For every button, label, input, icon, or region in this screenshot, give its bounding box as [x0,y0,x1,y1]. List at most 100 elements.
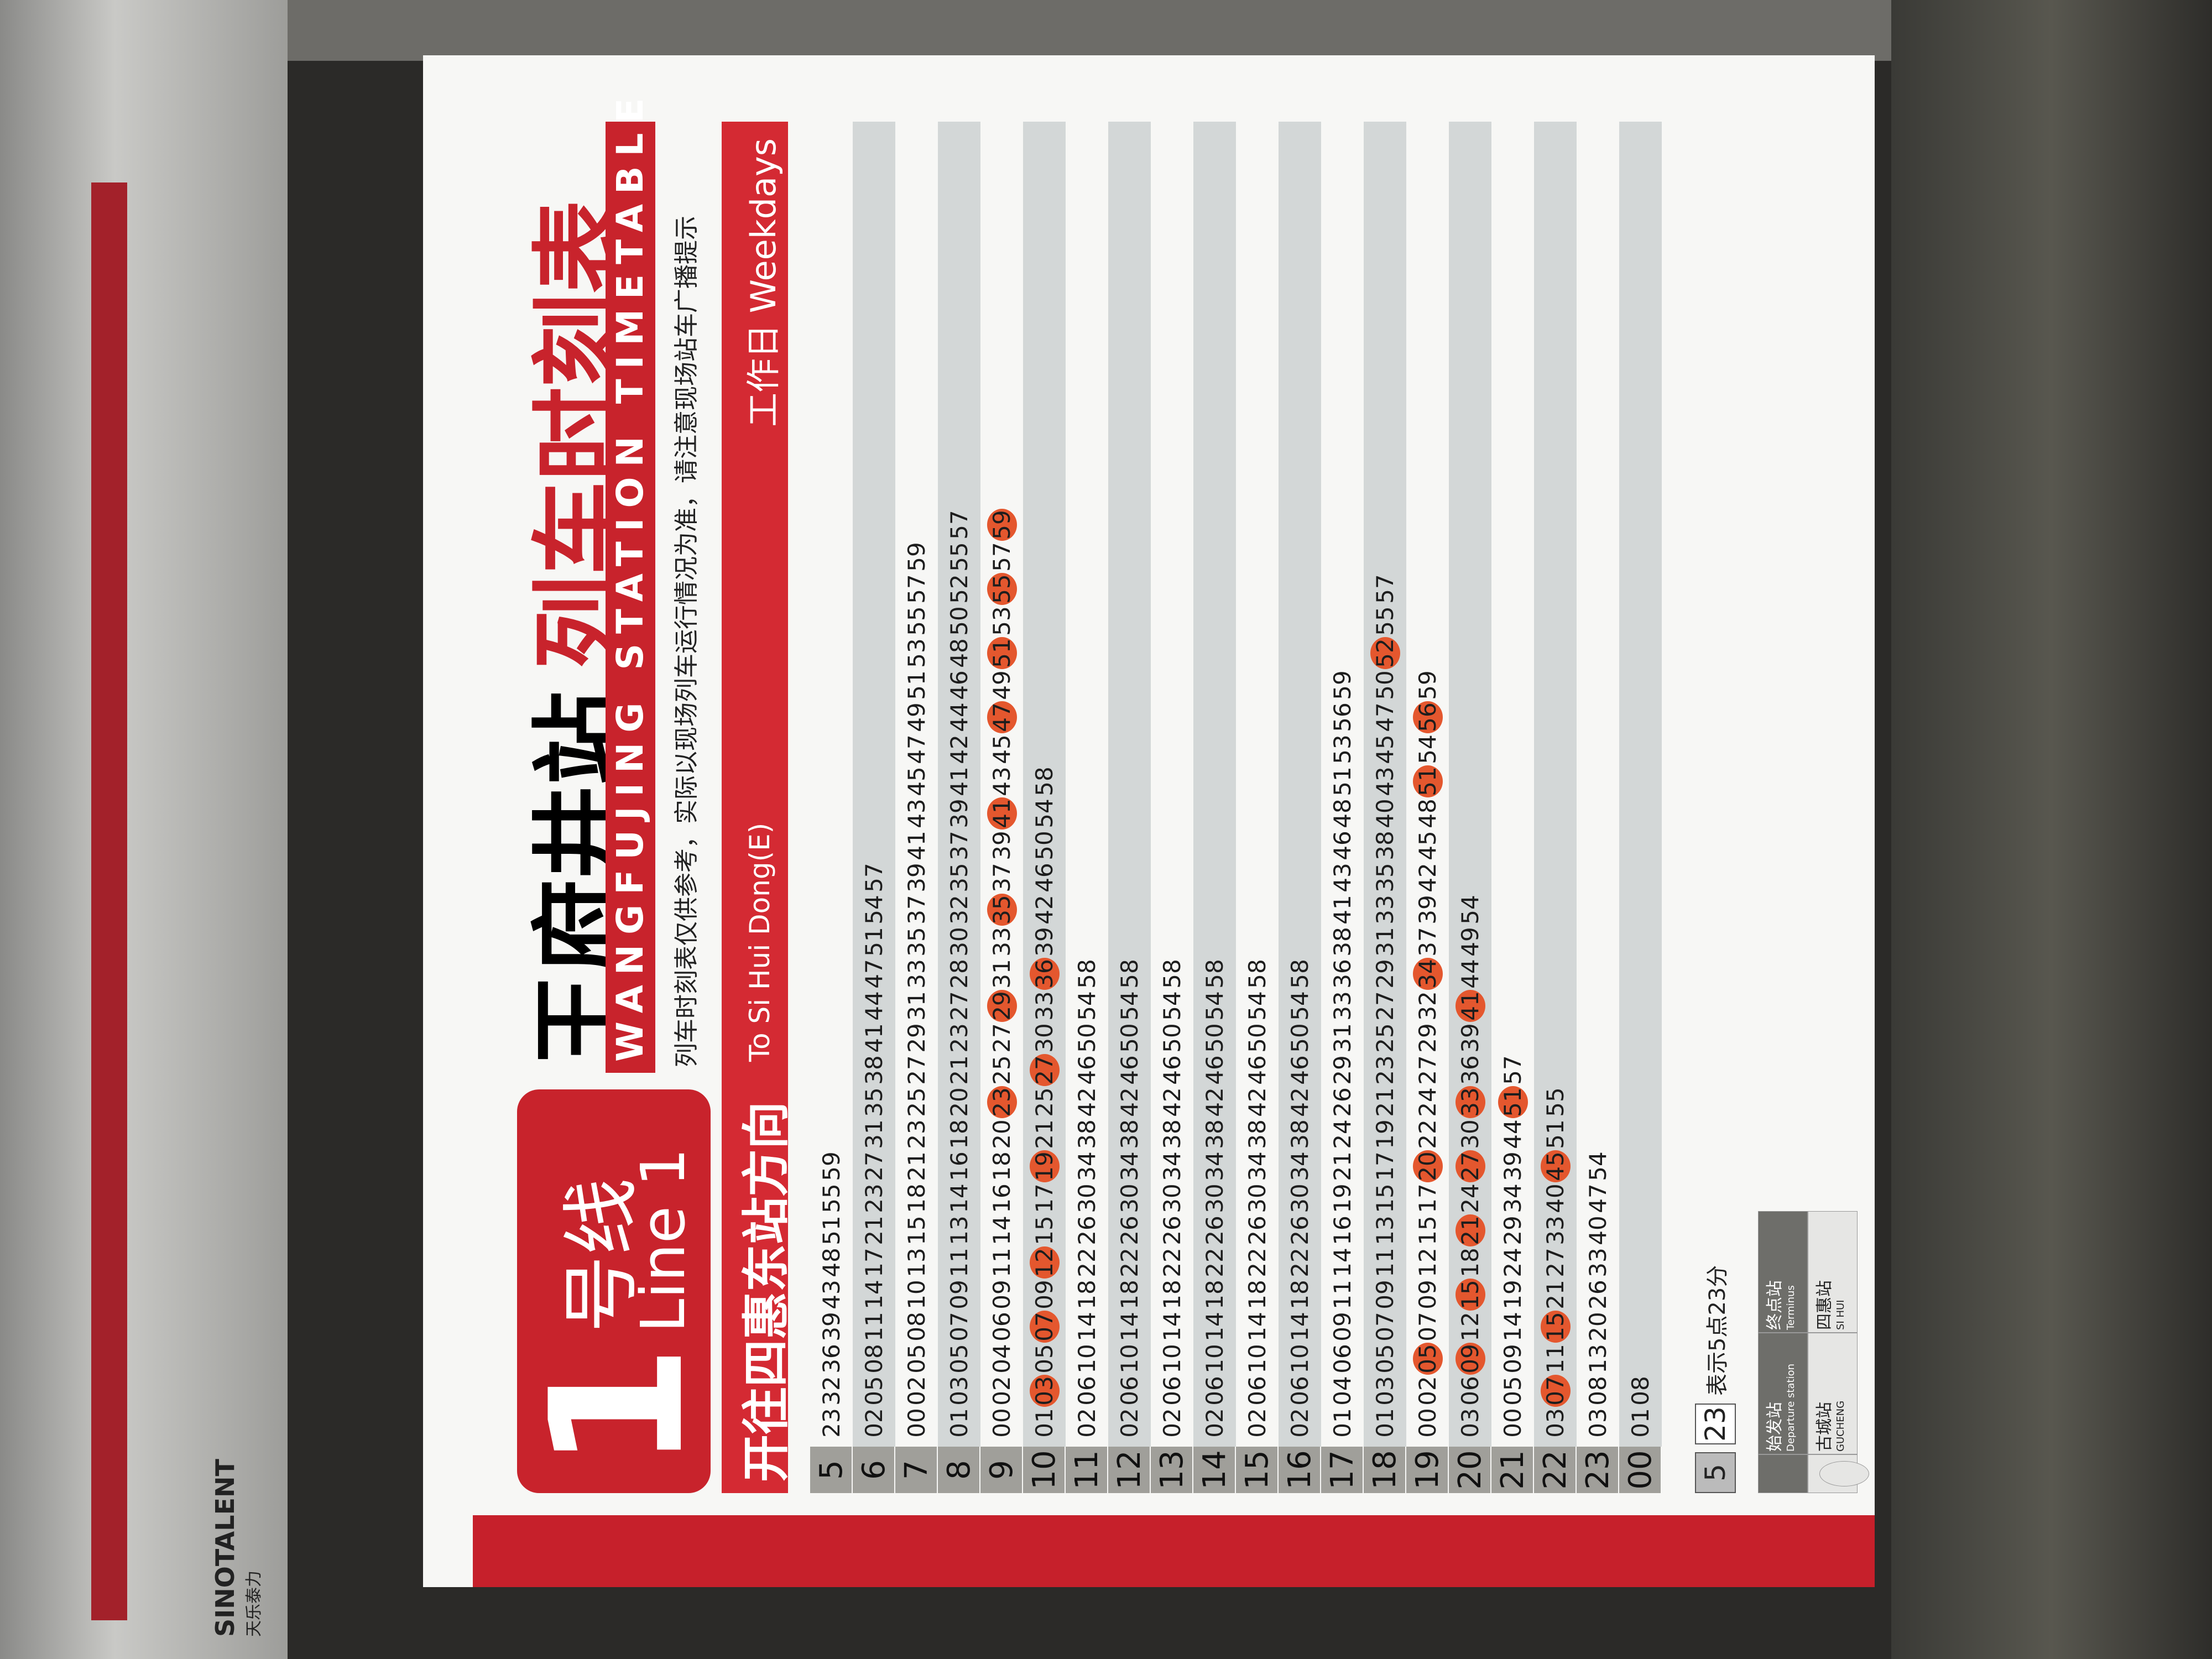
minute: 27 [945,991,973,1021]
minute: 14 [945,1183,973,1213]
minute: 55 [1371,606,1399,636]
minute: 14 [1073,1312,1100,1342]
minute: 21 [1328,1151,1356,1181]
minute: 46 [1328,831,1356,860]
minute: 26 [1115,1215,1143,1245]
hour-cell: 12 [1108,1447,1151,1493]
legend-example: 5 23 表示5点23分 [1695,1211,1736,1493]
minute: 23 [945,1023,973,1053]
hour-cell: 9 [980,1447,1023,1493]
minute: 51 [1328,766,1356,796]
minute: 46 [1115,1055,1143,1085]
minute: 18 [1201,1280,1228,1310]
minutes: 02 06 10 14 18 22 26 30 34 38 42 46 50 54 58 [1072,958,1102,1447]
minute: 09 [1371,1280,1399,1310]
minute: 02 [1115,1408,1143,1438]
minute: 22 [1073,1248,1100,1277]
minute-marked: 35 [987,894,1017,926]
marker-dot [1819,1461,1869,1486]
minute: 09 [1499,1344,1526,1374]
timetable-row: 7 00 02 05 08 10 13 15 18 21 23 25 27 29 31 33 35 37 39 41 4… [895,122,938,1493]
minute: 54 [1286,991,1313,1021]
minute: 02 [860,1408,888,1438]
line-badge: 1 号线 Line 1 [512,1089,724,1493]
minute-marked: 47 [987,701,1017,733]
minute: 30 [1456,1119,1484,1149]
minute: 32 [945,895,973,925]
minute: 09 [1328,1312,1356,1342]
minute-marked: 03 [1029,1375,1060,1407]
minute: 57 [902,574,930,604]
minute: 14 [1243,1312,1271,1342]
minute: 13 [1584,1344,1611,1374]
minute: 04 [988,1344,1015,1374]
minute: 01 [1371,1408,1399,1438]
minute: 15 [1371,1183,1399,1213]
minute: 10 [902,1280,930,1310]
minute: 38 [860,1055,888,1085]
minute: 27 [902,1055,930,1085]
minute: 59 [902,542,930,572]
minutes: 02 05 08 11 14 17 21 23 27 31 35 38 41 44 47 51 54 57 [859,862,889,1447]
origin-en: GUCHENG [1835,1400,1846,1452]
minute: 54 [1158,991,1186,1021]
minute: 34 [1115,1151,1143,1181]
minute: 48 [817,1248,845,1277]
minute: 14 [1286,1312,1313,1342]
minute: 42 [1286,1087,1313,1117]
hour-cell: 20 [1449,1447,1491,1493]
minute: 48 [945,638,973,668]
minute: 35 [902,927,930,957]
minute: 18 [988,1151,1015,1181]
minute: 58 [1243,959,1271,989]
minute: 14 [1328,1248,1356,1277]
example-hour: 5 [1695,1452,1736,1493]
minute: 21 [945,1055,973,1085]
minute: 01 [945,1408,973,1438]
minute: 37 [988,863,1015,893]
minute: 46 [1243,1055,1271,1085]
legend-corner [1758,1454,1808,1493]
minute: 29 [1499,1215,1526,1245]
minutes: 02 06 10 14 18 22 26 30 34 38 42 46 50 54 58 [1200,958,1230,1447]
minute: 08 [860,1344,888,1374]
minute: 00 [988,1408,1015,1438]
minute: 01 [1328,1408,1356,1438]
minute-marked: 07 [1029,1311,1060,1343]
minute: 49 [902,702,930,732]
minute: 18 [945,1119,973,1149]
minute: 02 [1286,1408,1313,1438]
minutes: 00 02 04 06 09 11 14 16 18 20 23 25 27 29 31 33 35 37 39 41… [987,509,1017,1447]
minute: 24 [1499,1248,1526,1277]
minute: 11 [1541,1344,1569,1374]
minute: 02 [1413,1376,1441,1406]
minute: 55 [1541,1087,1569,1117]
minute: 14 [1499,1312,1526,1342]
minute: 33 [1030,991,1058,1021]
minute: 02 [1158,1408,1186,1438]
timetable-row: 17 01 04 06 09 11 14 16 19 21 24 26 29 31 33 36 38 41 43 46… [1321,122,1364,1493]
minute: 42 [1201,1087,1228,1117]
minute-marked: 05 [1412,1343,1443,1375]
minute: 32 [1413,991,1441,1021]
minute: 26 [1073,1215,1100,1245]
minute: 01 [1030,1408,1058,1438]
example-minute: 23 [1695,1404,1736,1444]
hour-cell: 11 [1066,1447,1108,1493]
minutes: 03 06 09 12 15 18 21 24 27 30 33 36 39 41 44 49 54 [1455,894,1485,1447]
minute: 16 [945,1151,973,1181]
minute: 49 [1456,927,1484,957]
minute: 58 [1030,766,1058,796]
minute: 10 [1158,1344,1186,1374]
minute: 04 [1328,1376,1356,1406]
minute-marked: 27 [1455,1150,1485,1182]
timetable-row: 10 01 03 05 07 09 12 15 17 19 21 25 27 30 33 36 39 42 46 50… [1023,122,1066,1493]
minute: 19 [1499,1280,1526,1310]
minute: 03 [1371,1376,1399,1406]
minute: 46 [1286,1055,1313,1085]
direction-cn: 开往四惠东站方向 [739,1102,794,1482]
minute: 42 [1158,1087,1186,1117]
minute: 43 [817,1280,845,1310]
minutes: 00 02 05 08 10 13 15 18 21 23 25 27 29 31 33 35 37 39 41 43… [902,541,932,1447]
